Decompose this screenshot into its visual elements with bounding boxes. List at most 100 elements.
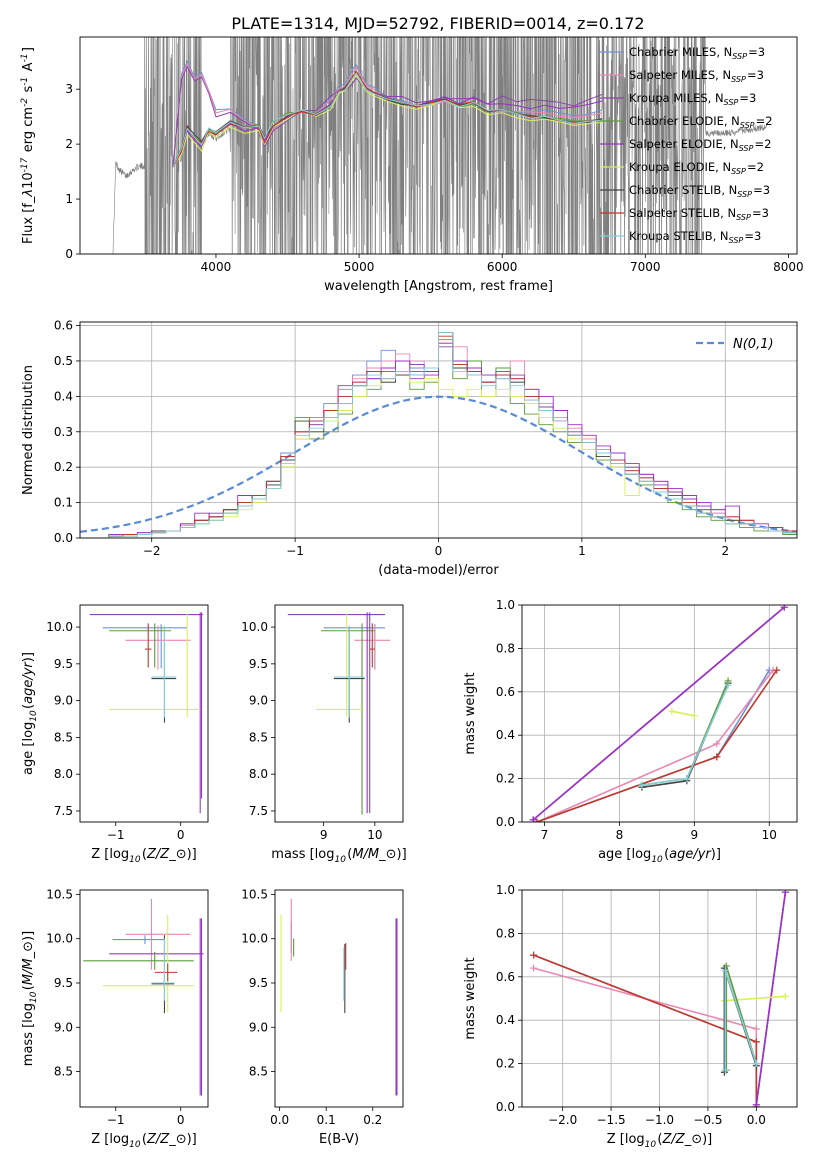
weight-point (713, 740, 721, 748)
legend-item: Chabrier ELODIE, NSSP =2 (600, 114, 773, 130)
legend-item: Salpeter ELODIE, NSSP =2 (600, 137, 771, 153)
gaussian-legend: N(0,1) (696, 337, 774, 352)
histogram-8 (80, 332, 797, 538)
x-tick-label: −1.5 (597, 1113, 626, 1127)
panel-weight_vs_age: 7 8 9 10 0.0 0.2 0.4 0.6 0.8 1.0 age [log10 (age/y… (463, 598, 798, 865)
errorbar-5 (109, 613, 201, 717)
y-tick-label: 0.1 (54, 496, 73, 510)
errorbar-4 (200, 918, 203, 1096)
x-tick-label: −1 (107, 1113, 125, 1127)
weight-point (713, 753, 721, 761)
weight-point (781, 992, 789, 1000)
x-tick-label: −1.0 (645, 1113, 674, 1127)
x-tick-label: −1 (286, 544, 304, 558)
x-axis-label: Z [log10 (Z/Z_⊙)] (91, 847, 197, 865)
x-tick-label: 0.2 (363, 1113, 382, 1127)
axes-frame (521, 604, 798, 823)
x-tick-label: −1 (107, 828, 125, 842)
y-tick-label: 9.5 (54, 976, 73, 990)
y-tick-label: 0.4 (496, 1013, 515, 1027)
x-axis-label: E(B-V) (319, 1132, 359, 1147)
y-tick-label: 10.5 (241, 887, 268, 901)
model-line-1 (172, 63, 603, 165)
y-tick-label: 0.6 (496, 685, 515, 699)
legend-item: Kroupa MILES, NSSP =3 (600, 91, 756, 107)
y-tick-label: 0.6 (496, 970, 515, 984)
y-tick-label: 0.8 (496, 641, 515, 655)
panel-mass_vs_Z: −1 0 8.5 9.0 9.5 10.0 10.5 Z [log10 (Z/Z_⊙)] mas… (21, 887, 209, 1150)
x-tick-label: 2 (721, 544, 729, 558)
weight-line-4 (532, 606, 785, 821)
panel-mass_vs_ebv: 0.0 0.1 0.2 8.5 9.0 9.5 10.0 10.5 E(B-V) (241, 887, 404, 1147)
x-axis-label: (data-model)/error (378, 563, 499, 578)
y-tick-label: 8.0 (54, 767, 73, 781)
axes-frame (79, 889, 209, 1108)
y-tick-label: 3 (65, 82, 73, 96)
y-axis-label: age [log10 (age/yr)] (21, 652, 39, 775)
y-axis-label: Normed distribution (21, 365, 36, 495)
axes-frame (79, 321, 798, 539)
legend-label: Kroupa STELIB, NSSP =3 (629, 229, 761, 245)
x-tick-label: 7000 (630, 260, 661, 274)
y-tick-label: 9.0 (54, 694, 73, 708)
weight-point (533, 818, 541, 822)
axes-frame (79, 36, 798, 255)
series-legend: Chabrier MILES, NSSP =3 Salpeter MILES, N… (600, 45, 773, 245)
errorbar-3 (321, 623, 375, 815)
x-tick-label: 10 (367, 828, 382, 842)
y-tick-label: 2 (65, 137, 73, 151)
plot-area-spectrum (112, 37, 768, 254)
x-tick-label: 8000 (773, 260, 804, 274)
errorbar-3 (109, 623, 171, 668)
errorbar-2 (109, 918, 204, 1096)
x-tick-label: 7 (541, 828, 549, 842)
errorbar-5 (315, 613, 363, 717)
y-tick-label: 0.0 (496, 815, 515, 829)
model-line-2 (172, 66, 603, 167)
x-axis-label: age [log10 (age/yr)] (598, 847, 721, 865)
model-line-8 (172, 72, 603, 167)
weight-line-4 (755, 892, 787, 1105)
x-axis-label: wavelength [Angstrom, rest frame] (324, 279, 553, 294)
errorbar-7 (369, 623, 375, 668)
legend-label: Chabrier STELIB, NSSP =3 (629, 183, 770, 199)
y-axis-label: mass weight (463, 957, 478, 1039)
errorbar-0 (112, 935, 165, 945)
x-tick-label: 6000 (487, 260, 518, 274)
x-tick-label: 8 (616, 828, 624, 842)
axes-frame (274, 604, 404, 823)
errorbar-7 (144, 623, 152, 668)
x-tick-label: 1 (578, 544, 586, 558)
panel-age_vs_Z: −1 0 7.5 8.0 8.5 9.0 9.5 10.0 Z [log10 (Z/Z_⊙)] a… (21, 604, 209, 865)
errorbar-4 (198, 612, 203, 799)
plot-area-age_vs_Z (89, 612, 203, 814)
x-axis-label: mass [log10 (M/M_⊙)] (271, 847, 406, 865)
legend-label: Kroupa MILES, NSSP =3 (629, 91, 756, 107)
errorbar-4 (364, 612, 370, 814)
legend-label: Chabrier MILES, NSSP =3 (629, 45, 765, 61)
x-tick-label: 0 (177, 828, 185, 842)
axes-frame (521, 889, 798, 1108)
legend-item: Chabrier MILES, NSSP =3 (600, 45, 765, 61)
y-tick-label: 0 (65, 247, 73, 261)
weight-point (752, 1060, 760, 1068)
weight-point (752, 1038, 760, 1046)
plot-area-residuals (80, 322, 797, 538)
x-tick-label: −2 (143, 544, 161, 558)
y-axis-label: mass [log10 (M/M_⊙)] (21, 931, 39, 1066)
y-tick-label: 1.0 (496, 883, 515, 897)
y-tick-label: 10.0 (46, 620, 73, 634)
errorbar-3 (83, 952, 194, 970)
y-tick-label: 9.5 (54, 657, 73, 671)
gaussian-legend-label: N(0,1) (733, 337, 774, 352)
axes-frame (79, 604, 209, 823)
figure-title: PLATE=1314, MJD=52792, FIBERID=0014, z=0… (231, 14, 644, 33)
x-tick-label: 0.0 (270, 1113, 289, 1127)
x-tick-label: 10 (762, 828, 777, 842)
plot-area-mass_vs_Z (83, 898, 204, 1096)
x-tick-label: 4000 (201, 260, 232, 274)
model-line-5 (172, 74, 603, 167)
legend-label: Salpeter MILES, NSSP =3 (629, 68, 764, 84)
